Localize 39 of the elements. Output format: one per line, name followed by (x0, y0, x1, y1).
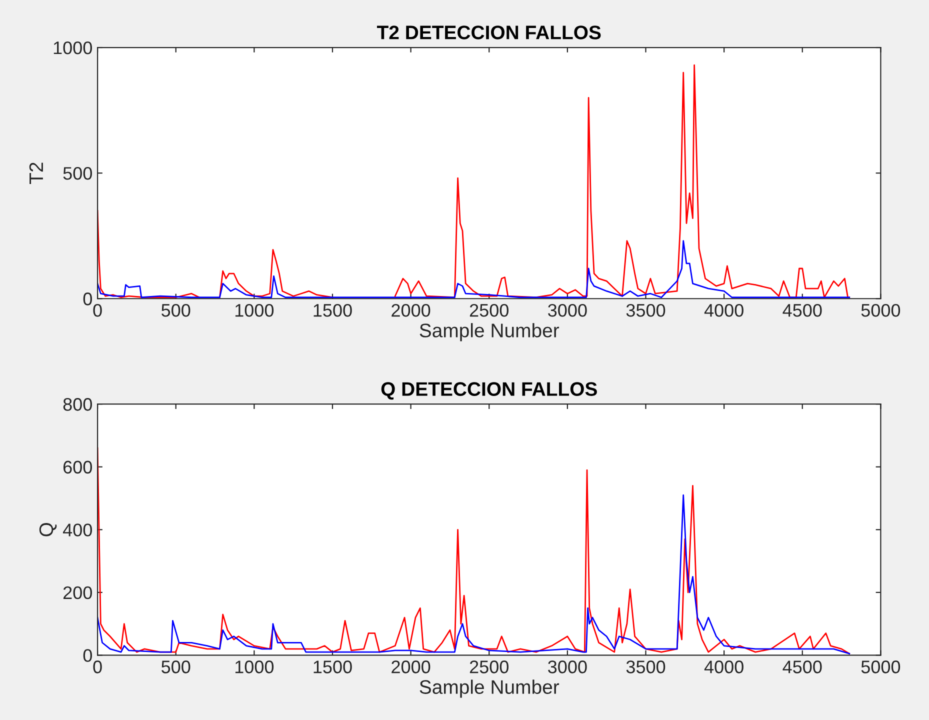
y-tick-label: 600 (63, 460, 92, 474)
x-tick-label: 1500 (314, 304, 352, 317)
y-axis-title: Q (39, 523, 57, 536)
x-tick-label: 4000 (704, 304, 744, 317)
x-tick-label: 2500 (470, 304, 508, 317)
x-tick-label: 3000 (548, 660, 587, 674)
x-tick-label: 4000 (704, 660, 744, 674)
x-tick-label: 4500 (782, 660, 822, 674)
x-tick-label: 500 (162, 304, 190, 317)
line-series (98, 240, 850, 298)
x-tick-label: 2000 (392, 304, 430, 317)
x-tick-label: 0 (93, 660, 102, 674)
x-axis-title: Sample Number (420, 323, 560, 342)
x-tick-label: 500 (162, 660, 190, 674)
x-tick-label: 5000 (861, 660, 900, 674)
y-tick-label: 400 (62, 524, 92, 536)
y-tick-label: 500 (63, 167, 92, 180)
y-tick-label: 0 (83, 292, 92, 306)
y-tick-label: 1000 (54, 41, 92, 54)
line-series (98, 494, 850, 654)
y-tick-label: 800 (63, 398, 92, 411)
chart-title: T2 DETECCION FALLOS (376, 26, 601, 40)
y-axis-title: T2 (29, 162, 43, 184)
x-tick-label: 4500 (782, 304, 822, 317)
y-tick-label: 200 (63, 586, 92, 600)
x-tick-label: 3500 (626, 304, 666, 317)
x-tick-label: 5000 (861, 304, 900, 317)
x-tick-label: 0 (93, 304, 102, 317)
x-tick-label: 3500 (626, 660, 666, 674)
x-tick-label: 1500 (314, 660, 352, 674)
x-tick-label: 1000 (235, 660, 274, 674)
chart-title: Q DETECCION FALLOS (381, 382, 597, 400)
y-tick-label: 0 (83, 649, 92, 662)
line-series (98, 447, 850, 654)
x-axis-title: Sample Number (420, 680, 560, 698)
x-tick-label: 3000 (548, 304, 587, 317)
x-tick-label: 2500 (470, 660, 508, 674)
x-tick-label: 1000 (235, 304, 274, 317)
x-tick-label: 2000 (392, 660, 430, 674)
